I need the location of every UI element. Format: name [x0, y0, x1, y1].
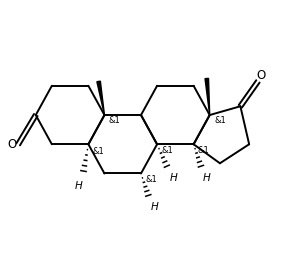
Text: H: H [75, 181, 83, 191]
Polygon shape [97, 81, 104, 115]
Text: &1: &1 [214, 116, 226, 125]
Text: &1: &1 [198, 146, 210, 155]
Text: O: O [7, 138, 16, 151]
Text: &1: &1 [162, 146, 173, 155]
Polygon shape [205, 78, 210, 115]
Text: H: H [150, 202, 158, 212]
Text: O: O [256, 69, 265, 82]
Text: &1: &1 [109, 116, 121, 125]
Text: H: H [170, 173, 178, 183]
Text: H: H [203, 173, 211, 183]
Text: &1: &1 [146, 175, 157, 184]
Text: &1: &1 [93, 147, 105, 156]
